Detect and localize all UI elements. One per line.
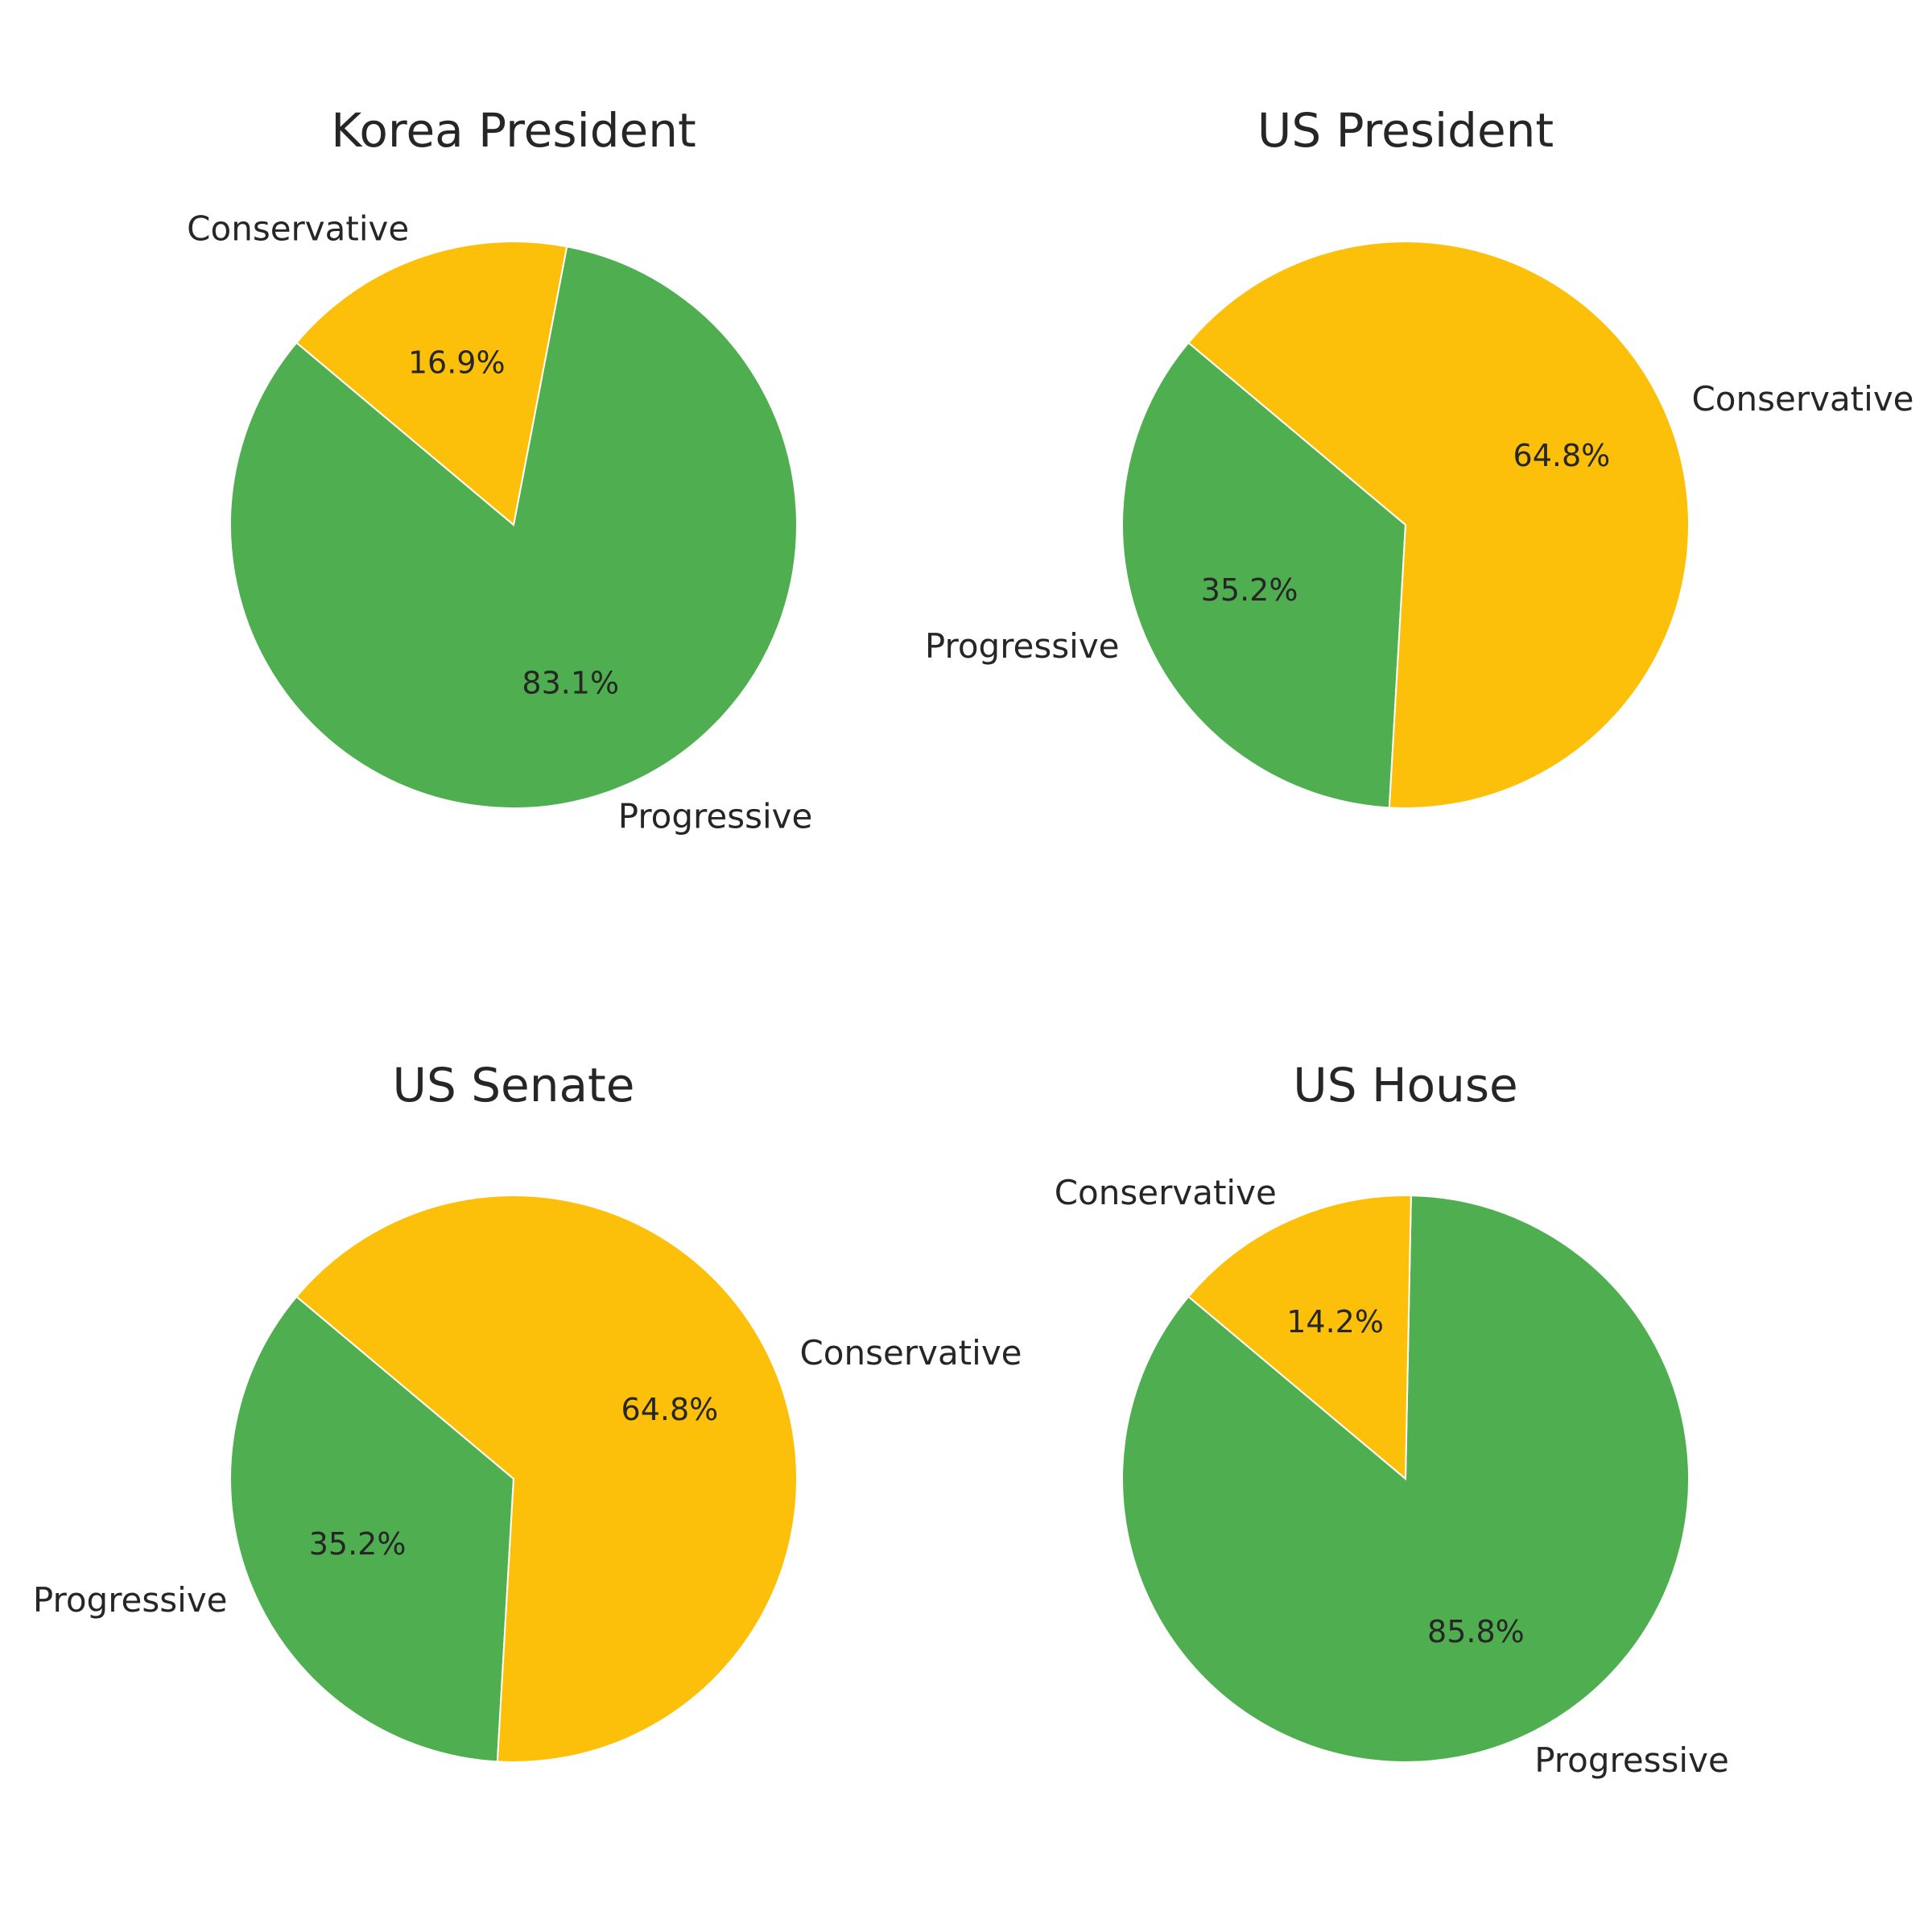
- pie-panel-korea-president: Progressive 83.1% Conservative 16.9% Korea …: [187, 103, 812, 836]
- slice-percent-label-progressive: 35.2%: [1201, 572, 1298, 608]
- pie-slices: [229, 1195, 798, 1763]
- slice-percent-label-progressive: 85.8%: [1427, 1614, 1525, 1649]
- pie-title: US Senate: [393, 1058, 635, 1113]
- pie-slice-progressive: [229, 246, 798, 809]
- slice-label-conservative: Conservative: [187, 209, 409, 249]
- slice-label-conservative: Conservative: [1691, 379, 1913, 419]
- slice-percent-label-conservative: 64.8%: [621, 1392, 719, 1427]
- slice-label-progressive: Progressive: [1534, 1740, 1729, 1780]
- pie-slice-conservative: [295, 241, 568, 526]
- pie-panel-us-house: Progressive 85.8% Conservative 14.2% US Hou…: [1055, 1058, 1729, 1780]
- slice-label-progressive: Progressive: [925, 626, 1120, 666]
- pie-title: US President: [1257, 103, 1554, 158]
- pie-slices: [1121, 241, 1690, 809]
- pie-slice-conservative: [295, 1195, 798, 1763]
- pie-panel-us-president: Progressive 35.2% Conservative 64.8% US Pre…: [925, 103, 1914, 809]
- slice-percent-label-conservative: 64.8%: [1513, 438, 1611, 473]
- pie-slice-progressive: [1121, 341, 1407, 809]
- pie-title: US House: [1293, 1058, 1517, 1113]
- pie-title: Korea President: [331, 103, 696, 158]
- pie-labels: Progressive 85.8% Conservative 14.2%: [1055, 1173, 1729, 1780]
- slice-label-progressive: Progressive: [618, 796, 813, 836]
- slice-percent-label-conservative: 16.9%: [408, 345, 506, 381]
- pie-labels: Progressive 35.2% Conservative 64.8%: [33, 1333, 1022, 1620]
- pie-slices: [229, 241, 798, 809]
- slice-percent-label-conservative: 14.2%: [1286, 1304, 1384, 1340]
- pie-slice-progressive: [229, 1295, 515, 1763]
- pie-slice-conservative: [1187, 241, 1690, 809]
- pie-slices: [1121, 1195, 1690, 1763]
- pie-panel-us-senate: Progressive 35.2% Conservative 64.8% US Sen…: [33, 1058, 1022, 1763]
- slice-label-progressive: Progressive: [33, 1580, 228, 1620]
- slice-label-conservative: Conservative: [799, 1333, 1022, 1373]
- slice-percent-label-progressive: 35.2%: [309, 1526, 407, 1562]
- slice-percent-label-progressive: 83.1%: [522, 665, 619, 700]
- slice-label-conservative: Conservative: [1055, 1173, 1277, 1212]
- pie-labels: Progressive 35.2% Conservative 64.8%: [925, 379, 1914, 666]
- pie-slice-conservative: [1187, 1195, 1412, 1481]
- pie-labels: Progressive 83.1% Conservative 16.9%: [187, 209, 812, 836]
